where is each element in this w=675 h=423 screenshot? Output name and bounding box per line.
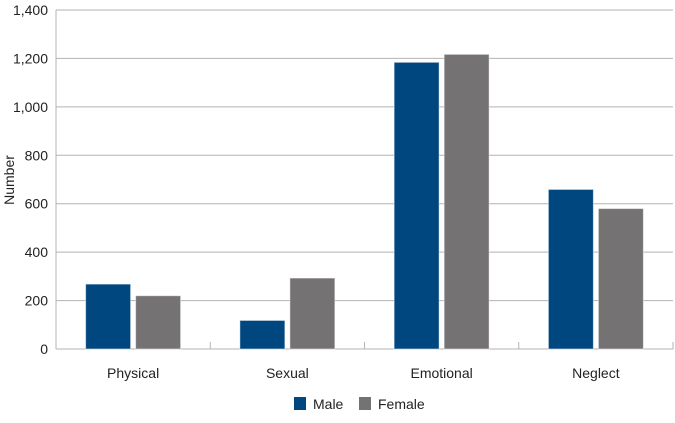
- bar-female-sexual: [289, 277, 336, 350]
- x-tick-label: Sexual: [266, 365, 309, 381]
- legend-label-male: Male: [313, 396, 344, 412]
- legend-swatch-male: [294, 397, 306, 410]
- bar-male-physical: [85, 283, 132, 350]
- bar-female-emotional: [443, 53, 490, 350]
- bar-male-neglect: [547, 188, 594, 350]
- x-tick-label: Physical: [107, 365, 159, 381]
- y-tick-label: 400: [25, 244, 49, 260]
- y-tick-label: 1,400: [13, 2, 48, 18]
- y-tick-label: 800: [25, 147, 49, 163]
- legend-swatch-female: [359, 397, 371, 410]
- y-tick-label: 600: [25, 196, 49, 212]
- legend-label-female: Female: [378, 396, 425, 412]
- x-tick-label: Emotional: [410, 365, 472, 381]
- bar-female-neglect: [597, 208, 644, 350]
- bar-male-sexual: [239, 319, 286, 350]
- x-tick-label: Neglect: [572, 365, 620, 381]
- y-tick-label: 1,000: [13, 99, 48, 115]
- bar-female-physical: [135, 295, 182, 350]
- y-tick-label: 0: [40, 341, 48, 357]
- y-axis-label: Number: [1, 155, 17, 205]
- bar-male-emotional: [393, 61, 440, 350]
- y-tick-label: 1,200: [13, 50, 48, 66]
- y-tick-label: 200: [25, 293, 49, 309]
